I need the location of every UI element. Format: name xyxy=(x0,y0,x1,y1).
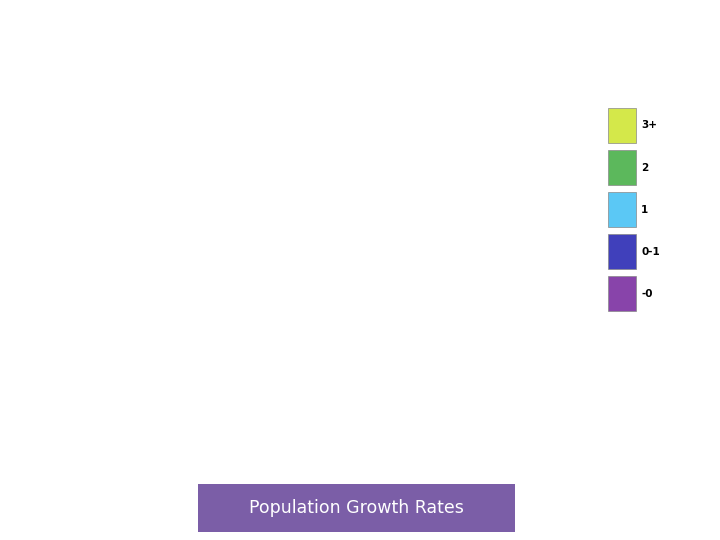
Bar xyxy=(608,234,636,269)
Bar xyxy=(608,276,636,311)
Text: distribution of developed or developing countries. (a): distribution of developed or developing … xyxy=(9,64,438,79)
Text: 3+: 3+ xyxy=(642,120,657,131)
Bar xyxy=(608,150,636,185)
Text: -0: -0 xyxy=(642,289,653,299)
FancyBboxPatch shape xyxy=(198,484,515,531)
Text: 5.8.7 Analyze patterns in the distribution of selected: 5.8.7 Analyze patterns in the distributi… xyxy=(9,10,432,25)
Bar xyxy=(608,192,636,227)
Bar xyxy=(608,108,636,143)
Text: socio-economic indicators with the patterns in the: socio-economic indicators with the patte… xyxy=(9,37,412,52)
Text: 1: 1 xyxy=(642,205,649,214)
Text: Population Growth Rates: Population Growth Rates xyxy=(249,499,464,517)
Text: 0-1: 0-1 xyxy=(642,247,660,256)
Text: 2: 2 xyxy=(642,163,649,172)
